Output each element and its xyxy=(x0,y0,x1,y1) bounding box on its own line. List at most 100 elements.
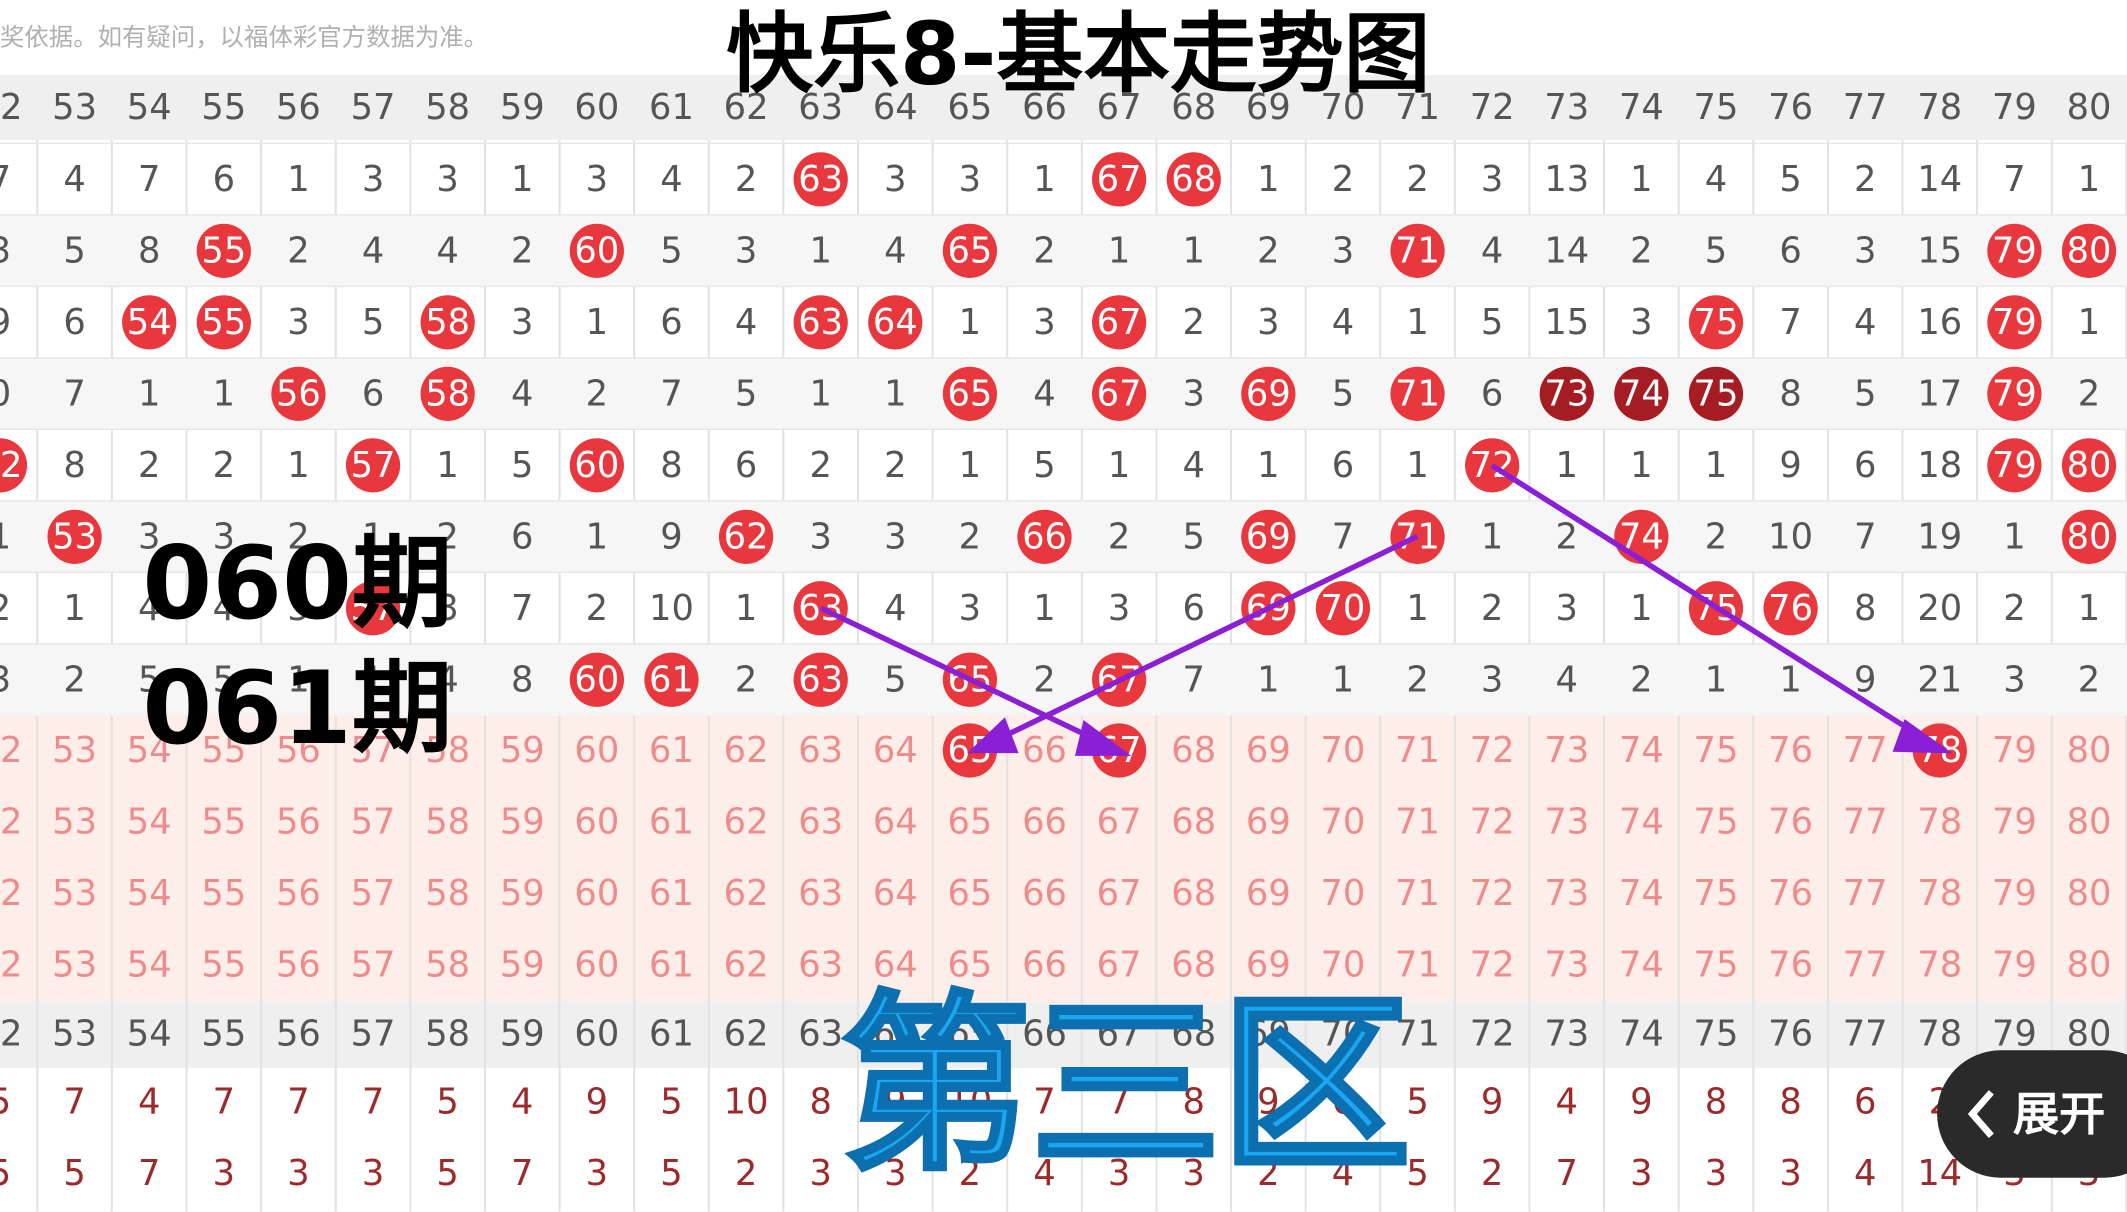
cell-value: 54 xyxy=(127,87,172,128)
ball-number: 67 xyxy=(1097,302,1142,343)
cell-value: 77 xyxy=(1843,873,1888,914)
cell-value: 1 xyxy=(1183,230,1205,271)
cell-value: 2 xyxy=(809,445,831,486)
cell-value: 77 xyxy=(1843,944,1888,985)
cell-value: 3 xyxy=(287,302,309,343)
cell-value: 6 xyxy=(1332,1081,1354,1122)
ball xyxy=(1091,152,1147,207)
row-band xyxy=(0,214,2127,287)
ball xyxy=(47,509,102,564)
ball xyxy=(122,295,177,350)
cell-value: 60 xyxy=(574,801,619,842)
cell-value: 3 xyxy=(1481,659,1503,700)
ball-number: 68 xyxy=(1171,159,1216,200)
cell-value: 15 xyxy=(1544,302,1589,343)
ball xyxy=(1688,366,1744,421)
cell-value: 73 xyxy=(1544,1013,1589,1054)
ball xyxy=(942,723,998,778)
cell-value: 2 xyxy=(735,659,757,700)
row-band xyxy=(0,643,2127,716)
cell-value: 5 xyxy=(1406,1153,1428,1194)
cell-value: 15 xyxy=(1917,230,1962,271)
ball-number: 63 xyxy=(798,302,843,343)
expand-label[interactable]: 展开 xyxy=(2013,1087,2105,1141)
cell-value: 1 xyxy=(287,659,309,700)
ball xyxy=(1987,366,2042,421)
cell-value: 7 xyxy=(63,373,85,414)
cell-value: 5 xyxy=(1481,302,1503,343)
cell-value: 1 xyxy=(1033,159,1055,200)
cell-value: 3 xyxy=(1779,1153,1801,1194)
cell-value: 3 xyxy=(735,230,757,271)
cell-value: 62 xyxy=(724,944,769,985)
ball xyxy=(345,438,401,493)
cell-value: 21 xyxy=(1917,659,1962,700)
ball-number: 80 xyxy=(2067,516,2112,557)
cell-value: 1 xyxy=(511,159,533,200)
ball xyxy=(2061,509,2117,564)
cell-value: 13 xyxy=(1544,159,1589,200)
cell-value: 1 xyxy=(1779,659,1801,700)
cell-value: 64 xyxy=(873,87,918,128)
cell-value: 53 xyxy=(52,801,97,842)
cell-value: 5 xyxy=(735,373,757,414)
cell-value: 58 xyxy=(425,944,470,985)
cell-value: 2 xyxy=(1481,588,1503,629)
cell-value: 2 xyxy=(0,588,11,629)
ball xyxy=(420,366,475,421)
cell-value: 68 xyxy=(1171,873,1216,914)
ball xyxy=(569,652,624,707)
ball xyxy=(1091,295,1147,350)
cell-value: 5 xyxy=(0,1081,11,1122)
cell-value: 5 xyxy=(213,659,235,700)
cell-value: 7 xyxy=(1854,516,1876,557)
cell-value: 5 xyxy=(1332,373,1354,414)
cell-value: 80 xyxy=(2067,944,2112,985)
cell-value: 68 xyxy=(1171,944,1216,985)
ball xyxy=(196,223,251,278)
cell-value: 58 xyxy=(425,801,470,842)
cell-value: 1 xyxy=(1705,445,1727,486)
cell-value: 71 xyxy=(1395,1013,1440,1054)
cell-value: 1 xyxy=(1257,659,1279,700)
cell-value: 5 xyxy=(63,1153,85,1194)
cell-value: 68 xyxy=(1171,730,1216,771)
cell-value: 3 xyxy=(586,1153,608,1194)
cell-value: 1 xyxy=(809,230,831,271)
cell-value: 58 xyxy=(425,1013,470,1054)
cell-value: 3 xyxy=(1630,302,1652,343)
cell-value: 9 xyxy=(1779,445,1801,486)
cell-value: 72 xyxy=(1470,730,1515,771)
cell-value: 1 xyxy=(2078,588,2100,629)
cell-value: 1 xyxy=(138,373,160,414)
ball-number: 57 xyxy=(351,588,396,629)
cell-value: 4 xyxy=(735,302,757,343)
cell-value: 3 xyxy=(511,302,533,343)
cell-value: 73 xyxy=(1544,730,1589,771)
cell-value: 71 xyxy=(1395,87,1440,128)
cell-value: 1 xyxy=(1630,588,1652,629)
cell-value: 6 xyxy=(1183,588,1205,629)
ball xyxy=(718,509,774,564)
cell-value: 3 xyxy=(1705,1153,1727,1194)
cell-value: 6 xyxy=(660,302,682,343)
ball xyxy=(2061,438,2117,493)
cell-value: 3 xyxy=(1183,373,1205,414)
expand-button[interactable] xyxy=(1937,1050,2127,1178)
row-band xyxy=(0,357,2127,430)
ball-number: 71 xyxy=(1395,230,1440,271)
cell-value: 58 xyxy=(425,873,470,914)
cell-value: 6 xyxy=(1481,373,1503,414)
cell-value: 1 xyxy=(1406,302,1428,343)
arrow-head xyxy=(967,717,1019,754)
cell-value: 63 xyxy=(798,944,843,985)
ball xyxy=(1987,438,2042,493)
ball xyxy=(196,295,251,350)
ball-number: 73 xyxy=(1544,373,1589,414)
ball xyxy=(1390,366,1445,421)
cell-value: 53 xyxy=(52,730,97,771)
cell-value: 55 xyxy=(201,801,246,842)
cell-value: 3 xyxy=(362,159,384,200)
cell-value: 4 xyxy=(1556,659,1578,700)
ball xyxy=(1465,438,1520,493)
